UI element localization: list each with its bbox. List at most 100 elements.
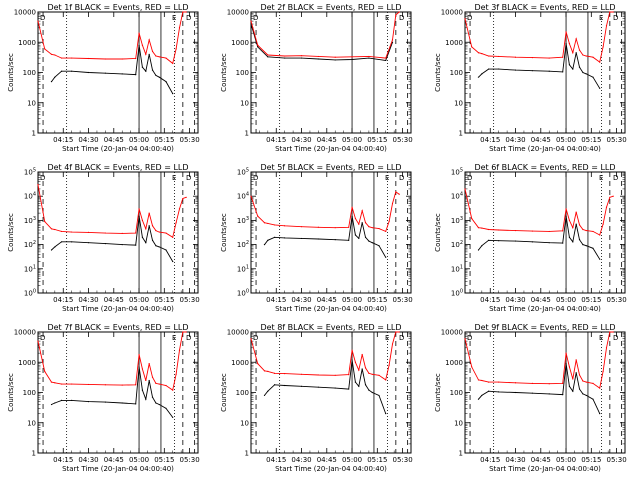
x-tick-label: 04:15	[53, 456, 73, 464]
y-axis-label: Counts/sec	[434, 213, 442, 252]
corner-label-right: E	[385, 14, 389, 22]
corner-label-right: D	[186, 174, 191, 182]
y-tick-label: 103	[24, 216, 36, 225]
series-line	[51, 216, 174, 262]
series-line	[37, 331, 187, 391]
series-line	[250, 331, 400, 381]
plot-frame	[464, 11, 626, 134]
series-lld	[464, 331, 614, 389]
x-tick-label: 04:45	[317, 296, 337, 304]
x-tick-label: 05:00	[556, 136, 576, 144]
corner-label-right: D	[613, 174, 618, 182]
corner-label-right: D	[399, 334, 404, 342]
corner-label-right: E	[599, 14, 603, 22]
y-tick-label: 100	[451, 289, 463, 298]
y-axis-label: Counts/sec	[220, 213, 228, 252]
corner-label-left: D	[253, 174, 258, 182]
y-tick-label: 1	[459, 450, 463, 458]
x-tick-label: 04:30	[78, 296, 98, 304]
x-tick-label: 05:00	[342, 456, 362, 464]
x-tick-label: 04:15	[480, 296, 500, 304]
x-tick-label: 05:30	[392, 456, 412, 464]
x-tick-label: 05:00	[129, 456, 149, 464]
corner-label-left: D	[253, 14, 258, 22]
corner-label-right: D	[399, 14, 404, 22]
corner-label-right: E	[385, 174, 389, 182]
x-tick-label: 04:30	[291, 136, 311, 144]
y-tick-label: 100	[237, 289, 249, 298]
y-axis-label: Counts/sec	[434, 53, 442, 92]
x-tick-label: 05:15	[154, 456, 174, 464]
x-tick-label: 04:15	[266, 296, 286, 304]
x-tick-label: 04:45	[531, 456, 551, 464]
plot-frame	[464, 171, 626, 294]
y-tick-label: 1	[459, 130, 463, 138]
x-tick-label: 05:00	[129, 136, 149, 144]
series-line	[37, 184, 187, 239]
x-tick-label: 05:15	[367, 136, 387, 144]
x-tick-label: 04:45	[317, 136, 337, 144]
y-tick-label: 10	[240, 419, 249, 427]
x-axis-label: Start Time (20-Jan-04 04:00:40)	[275, 305, 387, 313]
series-lld	[250, 331, 400, 381]
x-tick-label: 04:30	[505, 296, 525, 304]
x-tick-label: 05:30	[606, 296, 626, 304]
y-tick-label: 10	[27, 99, 36, 107]
x-tick-label: 05:30	[179, 456, 199, 464]
series-line	[464, 188, 614, 236]
x-tick-label: 05:15	[367, 296, 387, 304]
y-tick-label: 100	[236, 69, 249, 77]
y-tick-label: 1000	[445, 39, 463, 47]
y-tick-label: 1000	[18, 359, 36, 367]
panel-title: Det 6f BLACK = Events, RED = LLD	[474, 163, 615, 172]
x-tick-label: 04:15	[480, 456, 500, 464]
series-line	[250, 191, 400, 233]
panel-title: Det 9f BLACK = Events, RED = LLD	[474, 323, 615, 332]
series-events	[50, 44, 174, 95]
corner-label-left: D	[40, 334, 45, 342]
x-tick-label: 05:30	[606, 136, 626, 144]
y-axis-label: Counts/sec	[7, 53, 15, 92]
series-line	[464, 11, 614, 63]
y-tick-label: 10000	[441, 9, 463, 17]
y-tick-label: 102	[24, 240, 36, 249]
x-tick-label: 05:15	[154, 296, 174, 304]
y-tick-label: 101	[237, 264, 249, 273]
y-tick-label: 10000	[227, 9, 249, 17]
corner-label-left: D	[40, 174, 45, 182]
y-tick-label: 100	[450, 389, 463, 397]
x-tick-label: 05:00	[556, 456, 576, 464]
x-tick-label: 05:15	[154, 136, 174, 144]
plot-frame	[250, 171, 412, 294]
x-tick-label: 04:15	[266, 456, 286, 464]
x-axis-label: Start Time (20-Jan-04 04:00:40)	[275, 145, 387, 153]
x-tick-label: 04:15	[266, 136, 286, 144]
y-tick-label: 10	[454, 419, 463, 427]
corner-label-right: E	[172, 174, 176, 182]
corner-label-right: E	[172, 334, 176, 342]
x-tick-label: 05:15	[581, 296, 601, 304]
x-tick-label: 04:30	[78, 456, 98, 464]
series-line	[264, 216, 387, 258]
x-tick-label: 05:00	[342, 296, 362, 304]
x-tick-label: 05:15	[581, 456, 601, 464]
x-tick-label: 05:15	[581, 136, 601, 144]
series-events	[50, 366, 174, 419]
panel-title: Det 3f BLACK = Events, RED = LLD	[474, 3, 615, 12]
series-lld	[464, 11, 614, 63]
plot-frame	[37, 11, 199, 134]
y-tick-label: 1	[32, 130, 36, 138]
corner-label-right: D	[613, 14, 618, 22]
x-tick-label: 04:30	[78, 136, 98, 144]
y-tick-label: 10	[240, 99, 249, 107]
y-tick-label: 104	[237, 192, 249, 201]
y-tick-label: 1	[245, 450, 249, 458]
plot-frame	[37, 171, 199, 294]
series-lld	[37, 184, 187, 239]
